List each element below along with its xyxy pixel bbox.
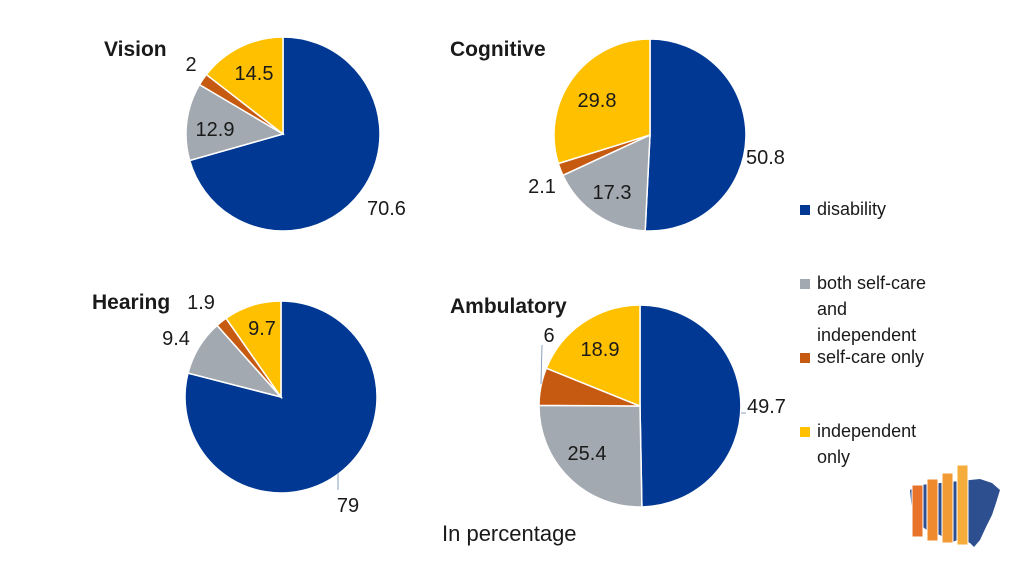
pie-slice-disability — [644, 38, 747, 232]
pie-title: Hearing — [92, 291, 170, 314]
legend-label: and — [817, 299, 847, 319]
pie-cognitive: 50.8 17.3 2.1 29.8 Cognitive — [450, 38, 785, 232]
data-label-self-care-only: 2.1 — [528, 176, 556, 198]
legend-label: disability — [817, 199, 886, 219]
data-label-independent-only: 18.9 — [581, 339, 620, 361]
pie-slice-both-self-care-and-independent — [185, 83, 285, 162]
legend-swatch — [800, 427, 810, 437]
data-label-self-care-only: 2 — [185, 54, 196, 76]
data-label-self-care-only: 6 — [543, 325, 554, 347]
pie-charts: 70.6 12.9 2 14.5 Vision 50.8 17.3 2.1 29.8 Cognit… — [92, 36, 786, 517]
pie-title: Vision — [104, 38, 167, 61]
pie-slice-both-self-care-and-independent — [561, 133, 651, 232]
pie-slice-independent-only — [545, 304, 641, 408]
data-label-disability: 70.6 — [367, 198, 406, 220]
data-label-both-self-care-and-independent: 9.4 — [162, 328, 190, 350]
data-label-disability: 49.7 — [747, 396, 786, 418]
legend-label: both self-care — [817, 273, 926, 293]
pie-title: Ambulatory — [450, 295, 567, 318]
data-label-independent-only: 14.5 — [235, 63, 274, 85]
pie-slice-both-self-care-and-independent — [538, 404, 643, 508]
data-label-independent-only: 29.8 — [578, 90, 617, 112]
legend-label: independent — [817, 421, 916, 441]
pie-title: Cognitive — [450, 38, 546, 61]
legend-item-independent-only: independent only — [800, 421, 916, 467]
pie-vision: 70.6 12.9 2 14.5 Vision — [104, 36, 406, 232]
pie-slice-independent-only — [225, 300, 282, 400]
legend-swatch — [800, 205, 810, 215]
legend-label: only — [817, 447, 850, 467]
data-label-both-self-care-and-independent: 25.4 — [568, 443, 607, 465]
legend-label: independent — [817, 325, 916, 345]
pie-slice-disability — [639, 304, 742, 508]
pie-slice-independent-only — [205, 36, 284, 136]
data-label-disability: 79 — [337, 495, 359, 517]
pie-slice-disability — [184, 300, 378, 494]
data-label-disability: 50.8 — [746, 147, 785, 169]
pie-ambulatory: 49.7 25.4 6 18.9 Ambulatory — [450, 295, 786, 508]
data-label-both-self-care-and-independent: 12.9 — [196, 119, 235, 141]
legend-item-self-care-only: self-care only — [800, 347, 924, 367]
legend-item-both-self-care-and-independent: both self-care and independent — [800, 273, 926, 345]
us-map-bar-chart-logo — [910, 464, 1000, 547]
data-label-independent-only: 9.7 — [248, 318, 276, 340]
pie-hearing: 79 9.4 1.9 9.7 Hearing — [92, 291, 378, 517]
legend-item-disability: disability — [800, 199, 886, 219]
pie-slice-disability — [188, 36, 381, 232]
legend-swatch — [800, 279, 810, 289]
data-label-self-care-only: 1.9 — [187, 292, 215, 314]
data-label-both-self-care-and-independent: 17.3 — [593, 182, 632, 204]
legend-swatch — [800, 353, 810, 363]
leader-line — [540, 344, 543, 385]
legend-label: self-care only — [817, 347, 924, 367]
footnote: In percentage — [442, 521, 577, 546]
pie-slice-independent-only — [553, 38, 651, 165]
